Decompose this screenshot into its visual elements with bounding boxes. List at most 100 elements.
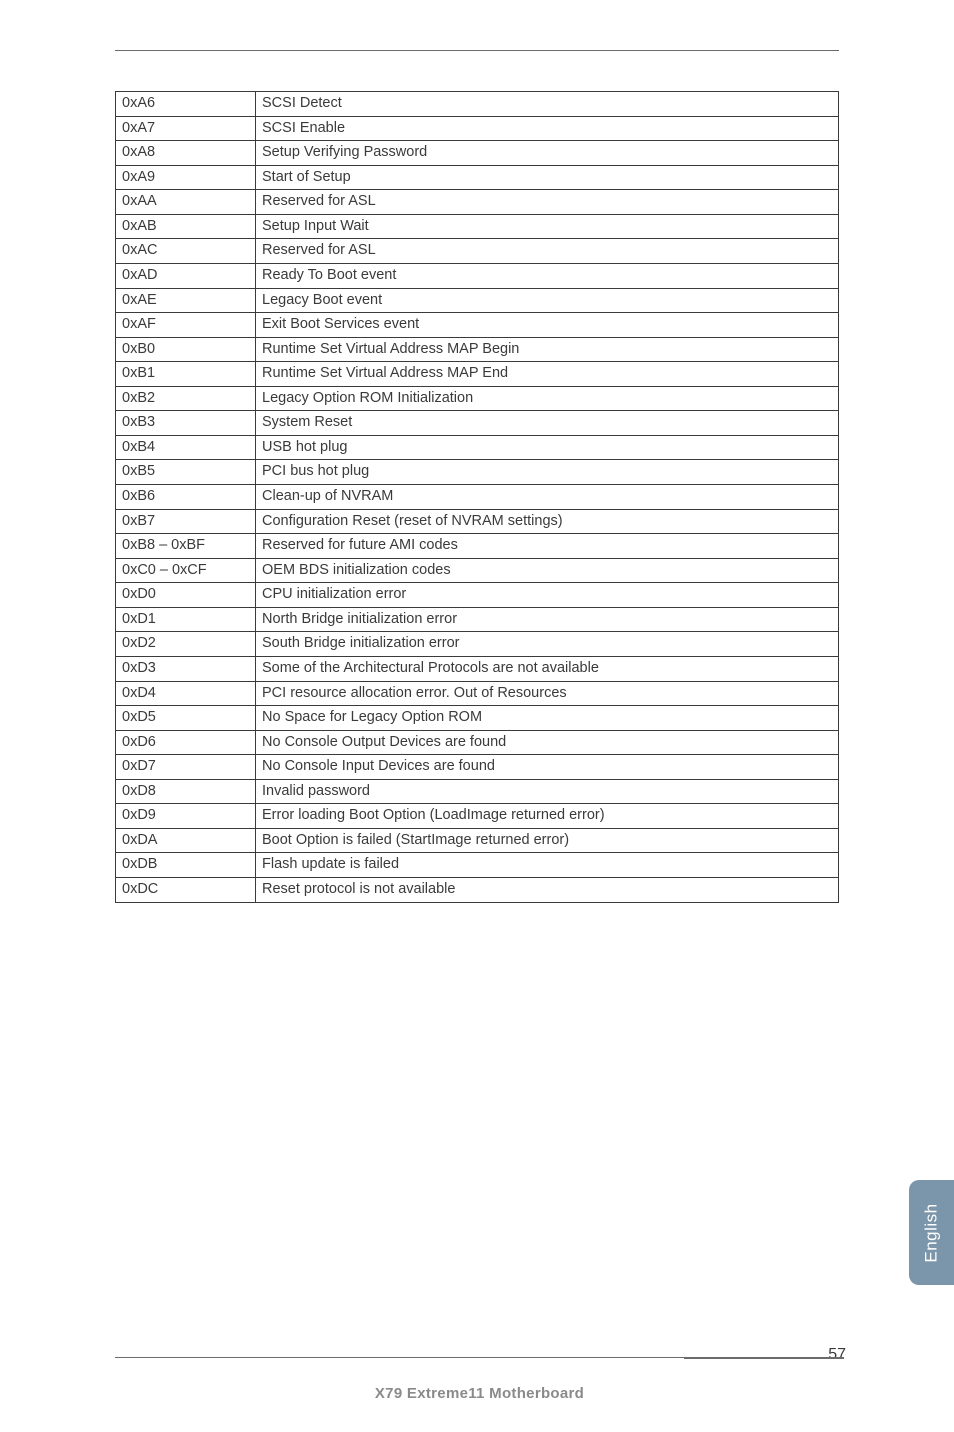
code-cell: 0xB0 <box>116 337 256 362</box>
code-cell: 0xB1 <box>116 362 256 387</box>
code-cell: 0xAA <box>116 190 256 215</box>
description-cell: Ready To Boot event <box>256 263 839 288</box>
table-row: 0xDCReset protocol is not available <box>116 878 839 903</box>
code-cell: 0xA7 <box>116 116 256 141</box>
description-cell: USB hot plug <box>256 435 839 460</box>
description-cell: Setup Verifying Password <box>256 141 839 166</box>
description-cell: System Reset <box>256 411 839 436</box>
footer-rule: 57 <box>115 1357 844 1377</box>
code-cell: 0xAC <box>116 239 256 264</box>
code-table-body: 0xA6SCSI Detect0xA7SCSI Enable0xA8Setup … <box>116 92 839 903</box>
table-row: 0xADReady To Boot event <box>116 263 839 288</box>
code-cell: 0xB4 <box>116 435 256 460</box>
code-cell: 0xD2 <box>116 632 256 657</box>
table-row: 0xB8 – 0xBFReserved for future AMI codes <box>116 534 839 559</box>
description-cell: Reserved for future AMI codes <box>256 534 839 559</box>
description-cell: Reserved for ASL <box>256 239 839 264</box>
code-cell: 0xD7 <box>116 755 256 780</box>
table-row: 0xA7SCSI Enable <box>116 116 839 141</box>
code-cell: 0xA9 <box>116 165 256 190</box>
top-horizontal-rule <box>115 50 839 51</box>
description-cell: Setup Input Wait <box>256 214 839 239</box>
description-cell: Boot Option is failed (StartImage return… <box>256 828 839 853</box>
table-row: 0xD1North Bridge initialization error <box>116 607 839 632</box>
description-cell: OEM BDS initialization codes <box>256 558 839 583</box>
code-cell: 0xA8 <box>116 141 256 166</box>
description-cell: PCI bus hot plug <box>256 460 839 485</box>
description-cell: Configuration Reset (reset of NVRAM sett… <box>256 509 839 534</box>
code-cell: 0xA6 <box>116 92 256 117</box>
table-row: 0xB5PCI bus hot plug <box>116 460 839 485</box>
table-row: 0xA8Setup Verifying Password <box>116 141 839 166</box>
code-cell: 0xD0 <box>116 583 256 608</box>
code-cell: 0xB6 <box>116 485 256 510</box>
table-row: 0xB7Configuration Reset (reset of NVRAM … <box>116 509 839 534</box>
code-cell: 0xAD <box>116 263 256 288</box>
table-row: 0xD3Some of the Architectural Protocols … <box>116 656 839 681</box>
table-row: 0xD6No Console Output Devices are found <box>116 730 839 755</box>
description-cell: SCSI Detect <box>256 92 839 117</box>
table-row: 0xD7No Console Input Devices are found <box>116 755 839 780</box>
table-row: 0xD5No Space for Legacy Option ROM <box>116 706 839 731</box>
table-row: 0xB1Runtime Set Virtual Address MAP End <box>116 362 839 387</box>
table-row: 0xD9Error loading Boot Option (LoadImage… <box>116 804 839 829</box>
code-cell: 0xB7 <box>116 509 256 534</box>
description-cell: Runtime Set Virtual Address MAP Begin <box>256 337 839 362</box>
language-tab: English <box>909 1180 954 1285</box>
code-cell: 0xAF <box>116 313 256 338</box>
code-cell: 0xB8 – 0xBF <box>116 534 256 559</box>
description-cell: No Console Output Devices are found <box>256 730 839 755</box>
description-cell: CPU initialization error <box>256 583 839 608</box>
code-cell: 0xD8 <box>116 779 256 804</box>
table-row: 0xB6Clean-up of NVRAM <box>116 485 839 510</box>
description-cell: Flash update is failed <box>256 853 839 878</box>
description-cell: No Space for Legacy Option ROM <box>256 706 839 731</box>
table-row: 0xD2South Bridge initialization error <box>116 632 839 657</box>
code-cell: 0xDC <box>116 878 256 903</box>
description-cell: Error loading Boot Option (LoadImage ret… <box>256 804 839 829</box>
language-tab-label: English <box>922 1203 942 1262</box>
description-cell: Some of the Architectural Protocols are … <box>256 656 839 681</box>
table-row: 0xC0 – 0xCFOEM BDS initialization codes <box>116 558 839 583</box>
table-row: 0xB4USB hot plug <box>116 435 839 460</box>
description-cell: Runtime Set Virtual Address MAP End <box>256 362 839 387</box>
table-row: 0xA6SCSI Detect <box>116 92 839 117</box>
footer-title: X79 Extreme11 Motherboard <box>115 1385 844 1402</box>
code-cell: 0xD1 <box>116 607 256 632</box>
table-row: 0xAELegacy Boot event <box>116 288 839 313</box>
description-cell: Start of Setup <box>256 165 839 190</box>
description-cell: Legacy Boot event <box>256 288 839 313</box>
table-row: 0xA9Start of Setup <box>116 165 839 190</box>
description-cell: Invalid password <box>256 779 839 804</box>
table-row: 0xAAReserved for ASL <box>116 190 839 215</box>
code-cell: 0xD5 <box>116 706 256 731</box>
description-cell: SCSI Enable <box>256 116 839 141</box>
code-table: 0xA6SCSI Detect0xA7SCSI Enable0xA8Setup … <box>115 91 839 903</box>
description-cell: Reserved for ASL <box>256 190 839 215</box>
code-cell: 0xDB <box>116 853 256 878</box>
description-cell: No Console Input Devices are found <box>256 755 839 780</box>
description-cell: PCI resource allocation error. Out of Re… <box>256 681 839 706</box>
description-cell: North Bridge initialization error <box>256 607 839 632</box>
code-cell: 0xD4 <box>116 681 256 706</box>
code-cell: 0xB3 <box>116 411 256 436</box>
code-cell: 0xD3 <box>116 656 256 681</box>
table-row: 0xD0CPU initialization error <box>116 583 839 608</box>
code-cell: 0xB2 <box>116 386 256 411</box>
description-cell: Clean-up of NVRAM <box>256 485 839 510</box>
table-row: 0xD4PCI resource allocation error. Out o… <box>116 681 839 706</box>
table-row: 0xACReserved for ASL <box>116 239 839 264</box>
code-cell: 0xD6 <box>116 730 256 755</box>
code-cell: 0xC0 – 0xCF <box>116 558 256 583</box>
code-cell: 0xAE <box>116 288 256 313</box>
description-cell: Exit Boot Services event <box>256 313 839 338</box>
code-cell: 0xB5 <box>116 460 256 485</box>
code-cell: 0xAB <box>116 214 256 239</box>
page-container: 0xA6SCSI Detect0xA7SCSI Enable0xA8Setup … <box>0 0 954 1432</box>
table-row: 0xAFExit Boot Services event <box>116 313 839 338</box>
table-row: 0xDBFlash update is failed <box>116 853 839 878</box>
table-row: 0xB3System Reset <box>116 411 839 436</box>
code-cell: 0xD9 <box>116 804 256 829</box>
table-row: 0xDABoot Option is failed (StartImage re… <box>116 828 839 853</box>
page-number: 57 <box>818 1346 846 1364</box>
